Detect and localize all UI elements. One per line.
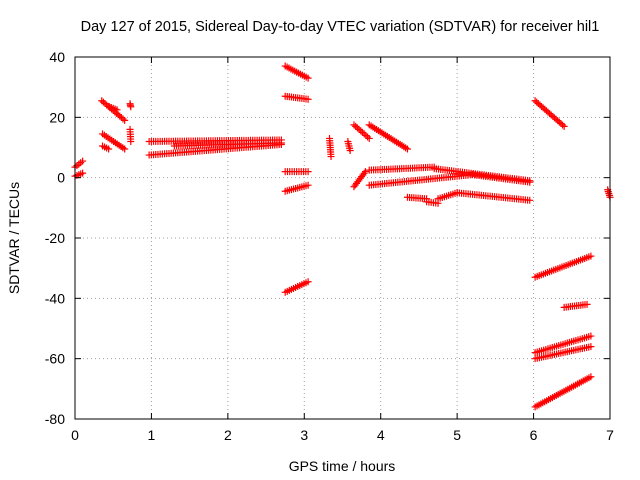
y-tick-label: 0 (57, 170, 65, 186)
data-point-marks (531, 252, 595, 281)
data-point-marks (105, 103, 121, 114)
data-point-marks (170, 139, 285, 150)
x-tick-label: 5 (453, 427, 461, 443)
data-series-segment (71, 157, 87, 171)
data-point-marks (365, 163, 438, 174)
data-point-marks (281, 278, 312, 296)
data-series-segment (423, 198, 442, 207)
x-tick-label: 0 (71, 427, 79, 443)
data-series-segment (560, 300, 591, 311)
data-points (71, 62, 614, 411)
data-series-segment (326, 134, 335, 161)
grid-lines (75, 57, 610, 419)
data-series-segment (531, 373, 595, 411)
chart-title: Day 127 of 2015, Sidereal Day-to-day VTE… (81, 19, 600, 35)
data-point-marks (126, 125, 135, 145)
data-series-segment (281, 181, 312, 195)
data-series-segment (365, 171, 476, 189)
data-point-marks (365, 121, 411, 153)
data-series-segment (350, 168, 369, 191)
data-series-segment (105, 103, 121, 114)
data-series-segment (281, 168, 312, 176)
data-point-marks (281, 168, 312, 176)
data-series-segment (281, 278, 312, 296)
data-point-marks (126, 100, 135, 111)
x-tick-label: 7 (606, 427, 614, 443)
x-tick-label: 4 (377, 427, 385, 443)
axis-ticks: 0 1 2 3 4 5 6 7 -80 -60 -40 -20 0 20 40 (45, 49, 614, 443)
data-series-segment (468, 171, 534, 186)
data-point-marks (71, 157, 87, 171)
data-series-segment (403, 193, 431, 203)
data-series-segment (453, 189, 534, 204)
y-tick-label: -60 (45, 351, 65, 367)
y-tick-label: 20 (49, 109, 65, 125)
data-series-segment (126, 125, 135, 145)
data-point-marks (403, 193, 431, 203)
data-series-segment (531, 252, 595, 281)
y-tick-label: 40 (49, 49, 65, 65)
data-series-segment (170, 139, 285, 150)
data-series-segment (281, 62, 312, 82)
data-series-segment (531, 97, 568, 130)
data-series-segment (344, 137, 354, 155)
data-point-marks (453, 189, 534, 204)
data-point-marks (281, 92, 312, 103)
x-axis-label: GPS time / hours (289, 458, 396, 474)
x-tick-label: 2 (224, 427, 232, 443)
data-point-marks (423, 198, 442, 207)
data-point-marks (350, 168, 369, 191)
data-series-segment (604, 186, 614, 201)
data-series-segment (365, 163, 438, 174)
y-tick-label: -80 (45, 411, 65, 427)
data-point-marks (281, 62, 312, 82)
data-point-marks (531, 373, 595, 411)
data-series-segment (126, 100, 135, 111)
data-point-marks (434, 189, 461, 203)
x-tick-label: 1 (148, 427, 156, 443)
x-tick-label: 3 (300, 427, 308, 443)
data-series-segment (434, 189, 461, 203)
data-point-marks (531, 343, 595, 363)
data-point-marks (365, 171, 476, 189)
data-series-segment (350, 121, 373, 142)
data-point-marks (326, 134, 335, 161)
data-point-marks (604, 186, 614, 201)
data-point-marks (468, 171, 534, 186)
data-point-marks (350, 121, 373, 142)
data-point-marks (281, 181, 312, 195)
data-series-segment (99, 142, 113, 153)
data-point-marks (99, 142, 113, 153)
data-series-segment (531, 332, 595, 357)
data-point-marks (531, 332, 595, 357)
data-series-segment (365, 121, 411, 153)
data-point-marks (531, 97, 568, 130)
y-axis-label: SDTVAR / TECUs (6, 182, 22, 294)
data-point-marks (99, 130, 129, 153)
data-point-marks (560, 300, 591, 311)
data-series-segment (531, 343, 595, 363)
data-series-segment (99, 130, 129, 153)
data-point-marks (344, 137, 354, 155)
y-tick-label: -40 (45, 290, 65, 306)
y-tick-label: -20 (45, 230, 65, 246)
data-series-segment (281, 92, 312, 103)
x-tick-label: 6 (530, 427, 538, 443)
